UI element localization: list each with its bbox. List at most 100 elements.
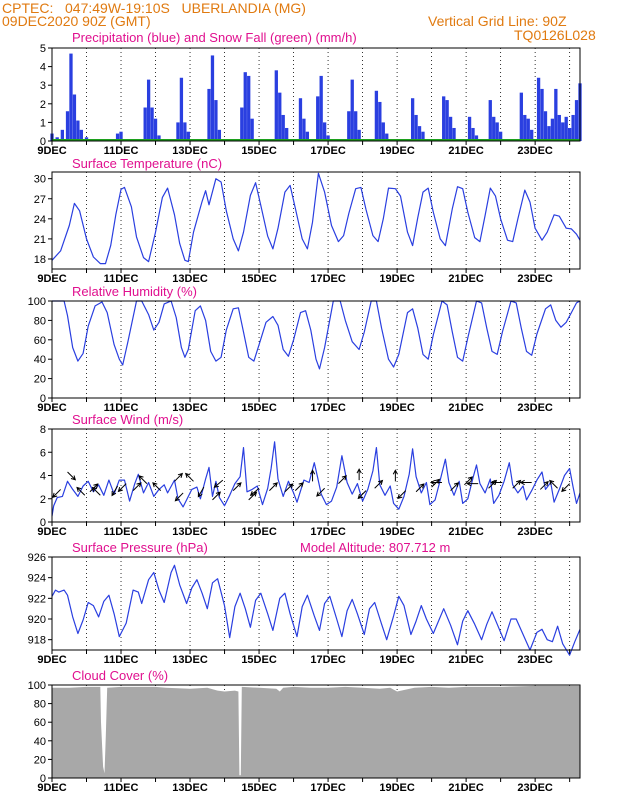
pres-y-tick-label: 920 xyxy=(28,614,46,626)
pres-y-tick-label: 926 xyxy=(28,552,46,564)
rh-y-tick-label: 20 xyxy=(34,374,46,386)
rh-y-tick-label: 100 xyxy=(28,296,46,308)
header-grid-note: Vertical Grid Line: 90Z xyxy=(428,13,567,29)
wind-frame xyxy=(51,428,581,523)
precip-y-tick-label: 0 xyxy=(40,136,46,148)
precip-bar xyxy=(574,100,579,141)
precip-title: Precipitation (blue) and Snow Fall (gree… xyxy=(72,30,357,45)
precip-bar xyxy=(79,129,83,141)
rh-x-tick-label: 11DEC xyxy=(104,402,139,414)
header-run-id: TQ0126L028 xyxy=(514,27,596,43)
precip-bar xyxy=(474,135,479,141)
header-run-time: 09DEC2020 90Z (GMT) xyxy=(2,13,151,29)
precip-bar xyxy=(326,135,330,141)
wind-x-tick-label: 21DEC xyxy=(448,526,484,538)
wind-direction-arrow xyxy=(397,490,407,500)
precip-panel xyxy=(48,47,582,145)
precip-bar xyxy=(526,118,530,141)
precip-x-tick-label: 17DEC xyxy=(310,145,346,157)
temp-x-tick-label: 11DEC xyxy=(104,273,139,285)
temp-title: Surface Temperature (nC) xyxy=(72,156,222,171)
wind-direction-arrow xyxy=(490,479,503,486)
precip-bar xyxy=(488,100,492,141)
temp-frame xyxy=(51,171,581,270)
rh-x-tick-label: 23DEC xyxy=(517,402,553,414)
precip-y-tick-label: 5 xyxy=(40,43,46,55)
wind-direction-arrow xyxy=(356,468,362,481)
pres-y-tick-label: 918 xyxy=(28,635,46,647)
precip-bar xyxy=(143,107,147,141)
pres-frame xyxy=(51,556,581,651)
precip-bar xyxy=(467,116,472,141)
cloud-y-tick-label: 20 xyxy=(34,754,46,766)
cloud-y-tick-label: 40 xyxy=(34,736,46,748)
precip-bar xyxy=(385,133,389,141)
wind-direction-arrow xyxy=(309,469,316,482)
precip-bar xyxy=(354,111,358,141)
precip-bar xyxy=(285,127,289,141)
wind-title: Surface Wind (m/s) xyxy=(72,412,183,427)
precip-bar xyxy=(240,107,244,141)
pres-x-tick-label: 23DEC xyxy=(517,654,553,666)
rh-x-tick-label: 15DEC xyxy=(241,402,277,414)
cloud-y-tick-label: 80 xyxy=(34,699,46,711)
temp-x-tick-label: 13DEC xyxy=(172,273,208,285)
wind-direction-arrow xyxy=(466,481,479,487)
wind-direction-arrow xyxy=(138,475,148,484)
wind-direction-arrow xyxy=(174,472,184,482)
precip-y-tick-label: 4 xyxy=(40,62,46,74)
pres-x-tick-label: 17DEC xyxy=(310,654,346,666)
wind-direction-arrow xyxy=(269,482,278,491)
wind-direction-arrow xyxy=(174,492,184,502)
wind-direction-arrow xyxy=(91,486,101,496)
wind-direction-arrow xyxy=(512,479,522,489)
precip-bar xyxy=(150,107,154,141)
precip-bar xyxy=(69,53,73,141)
wind-direction-arrow xyxy=(549,479,558,489)
rh-line xyxy=(52,300,581,370)
rh-x-tick-label: 9DEC xyxy=(37,402,66,414)
cloud-area xyxy=(52,685,580,778)
precip-bar xyxy=(217,129,222,141)
precip-bar xyxy=(523,114,527,141)
precip-bar xyxy=(381,122,385,141)
wind-direction-arrow xyxy=(561,483,571,493)
wind-direction-arrow xyxy=(464,476,473,486)
wind-direction-arrow xyxy=(539,480,549,490)
precip-bar xyxy=(210,55,215,141)
temp-y-tick-label: 24 xyxy=(34,214,46,226)
precip-bar xyxy=(530,129,534,141)
precip-bar xyxy=(153,118,158,141)
precip-bar xyxy=(550,118,555,141)
wind-direction-arrow xyxy=(76,486,86,496)
precip-bar xyxy=(207,88,211,141)
wind-y-tick-label: 6 xyxy=(40,447,46,459)
cloud-y-tick-label: 100 xyxy=(28,680,46,692)
pres-annotation: Model Altitude: 807.712 m xyxy=(300,540,450,555)
precip-bar xyxy=(76,120,80,141)
precip-bar xyxy=(179,77,184,141)
rh-x-tick-label: 19DEC xyxy=(379,402,415,414)
pres-x-tick-label: 19DEC xyxy=(379,654,415,666)
precip-bar xyxy=(564,116,568,141)
wind-x-tick-label: 9DEC xyxy=(37,526,66,538)
precip-bar xyxy=(374,90,379,141)
cloud-y-tick-label: 60 xyxy=(34,717,46,729)
wind-direction-arrow xyxy=(117,483,127,493)
precip-bar xyxy=(243,72,247,141)
rh-x-tick-label: 21DEC xyxy=(448,402,484,414)
precip-y-tick-label: 1 xyxy=(40,117,46,129)
wind-direction-arrow xyxy=(184,472,194,482)
precip-bar xyxy=(60,129,65,141)
pres-y-tick-label: 924 xyxy=(28,573,46,585)
cloud-x-tick-label: 9DEC xyxy=(37,782,66,794)
precip-y-tick-label: 3 xyxy=(40,80,46,92)
precip-bar xyxy=(183,122,187,141)
rh-y-tick-label: 60 xyxy=(34,335,46,347)
precip-x-tick-label: 13DEC xyxy=(172,145,208,157)
precip-bar xyxy=(543,111,548,141)
wind-direction-arrow xyxy=(152,482,162,491)
precip-bar xyxy=(519,92,523,141)
pres-x-tick-label: 9DEC xyxy=(37,654,66,666)
